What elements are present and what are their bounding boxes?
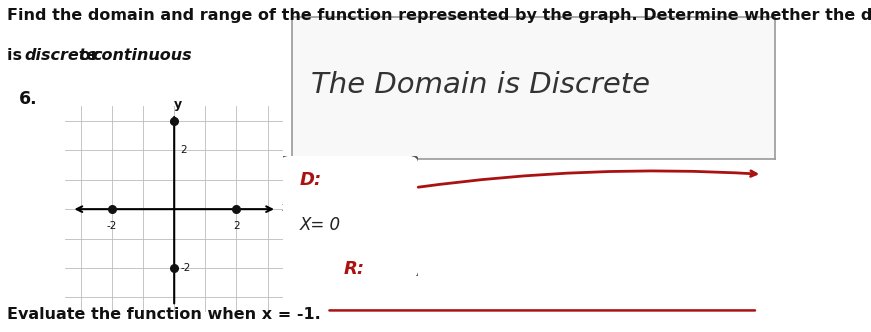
Text: -2: -2 xyxy=(107,221,118,231)
Text: R:: R: xyxy=(344,260,365,278)
FancyBboxPatch shape xyxy=(279,155,420,279)
Text: y: y xyxy=(174,98,182,111)
Text: The Domain is Discrete: The Domain is Discrete xyxy=(311,71,650,99)
Text: continuous: continuous xyxy=(92,48,192,63)
Text: or: or xyxy=(74,48,105,63)
Text: X= 0: X= 0 xyxy=(300,216,341,234)
Text: discrete: discrete xyxy=(24,48,98,63)
Text: -2: -2 xyxy=(180,263,191,273)
Text: Find the domain and range of the function represented by the graph. Determine wh: Find the domain and range of the functio… xyxy=(7,8,871,23)
Text: D:: D: xyxy=(300,171,321,189)
Text: .: . xyxy=(153,48,159,63)
Text: is: is xyxy=(7,48,28,63)
Text: x: x xyxy=(281,201,290,214)
Text: 6.: 6. xyxy=(19,90,37,108)
Text: 2: 2 xyxy=(233,221,240,231)
Text: 2: 2 xyxy=(180,145,187,155)
Text: Evaluate the function when x = -1.: Evaluate the function when x = -1. xyxy=(7,307,321,322)
